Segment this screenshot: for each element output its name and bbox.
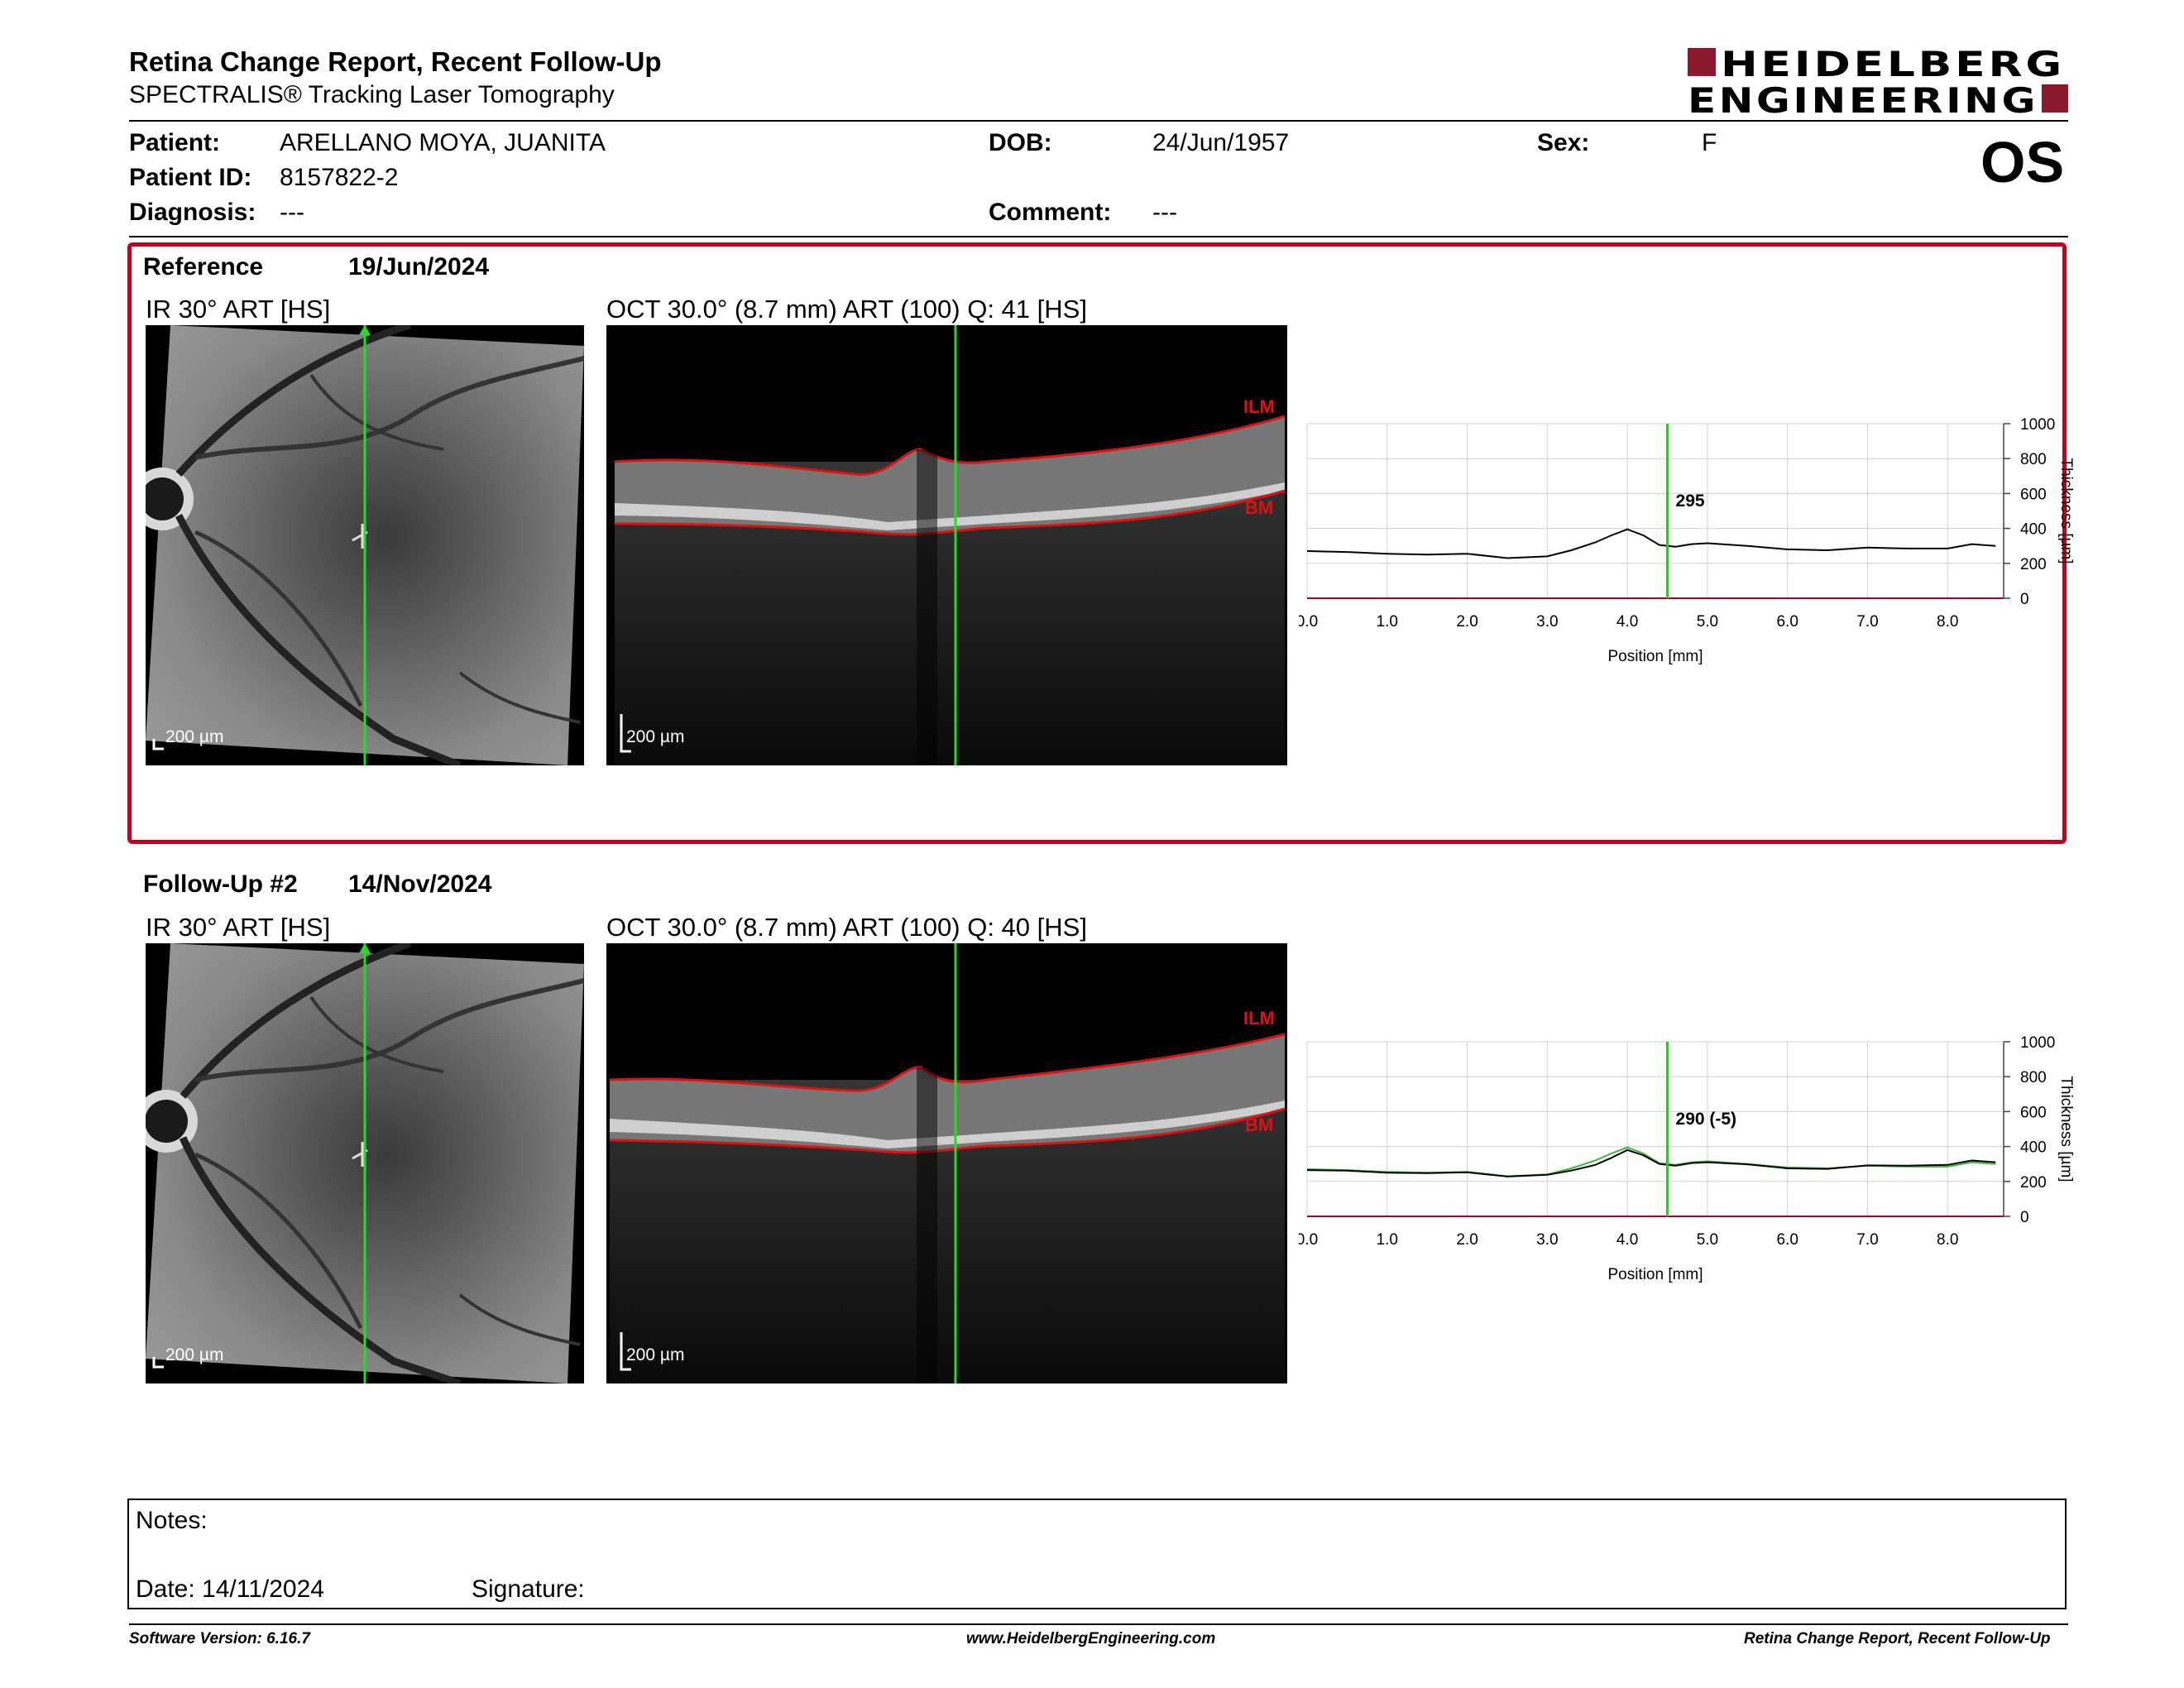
followup-ilm-label: ILM bbox=[1243, 1008, 1275, 1029]
followup-y-tick-label: 200 bbox=[2020, 1174, 2047, 1192]
heidelberg-logo: HEIDELBERG ENGINEERING bbox=[1688, 44, 2068, 121]
followup-x-tick-label: 8.0 bbox=[1937, 1231, 1958, 1249]
followup-y-tick-label: 400 bbox=[2020, 1139, 2047, 1157]
reference-section-frame bbox=[127, 242, 2067, 844]
followup-y-tick-label: 0 bbox=[2020, 1209, 2029, 1226]
followup-date: 14/Nov/2024 bbox=[348, 870, 492, 898]
reference-y-axis-label: Thickness [µm] bbox=[2057, 458, 2075, 563]
reference-x-tick-label: 7.0 bbox=[1856, 613, 1878, 631]
dob-value: 24/Jun/1957 bbox=[1152, 129, 1290, 156]
patient-id-label: Patient ID: bbox=[129, 164, 252, 191]
footer-software-version: Software Version: 6.16.7 bbox=[129, 1630, 310, 1647]
reference-cursor-value-label: 295 bbox=[1676, 492, 1705, 511]
followup-y-tick-label: 600 bbox=[2020, 1104, 2047, 1121]
diagnosis-value: --- bbox=[280, 199, 304, 226]
reference-x-tick-label: 8.0 bbox=[1937, 613, 1958, 631]
reference-oct-title: OCT 30.0° (8.7 mm) ART (100) Q: 41 [HS] bbox=[606, 295, 1087, 324]
footer-report-name: Retina Change Report, Recent Follow-Up bbox=[1744, 1630, 2051, 1647]
reference-thickness-chart-svg: 0 200 400 600 800 1000 0.0 1.0 2.0 3.0 4.0 5.0 6.0 7.… bbox=[1296, 416, 2075, 665]
followup-x-tick-label: 2.0 bbox=[1456, 1231, 1478, 1249]
reference-x-tick-label: 3.0 bbox=[1536, 613, 1558, 631]
followup-x-tick-label: 5.0 bbox=[1697, 1231, 1718, 1249]
reference-x-tick-label: 5.0 bbox=[1697, 613, 1718, 631]
followup-x-tick-label: 6.0 bbox=[1776, 1231, 1798, 1249]
patient-name-label: Patient: bbox=[129, 129, 221, 156]
comment-label: Comment: bbox=[989, 199, 1112, 226]
followup-thickness-chart: 0 200 400 600 800 1000 0.0 1.0 2.0 3.0 4.0 5.0 6.0 7.… bbox=[1296, 1032, 2076, 1305]
reference-y-tick-label: 200 bbox=[2020, 556, 2047, 573]
followup-thickness-chart-svg: 0 200 400 600 800 1000 0.0 1.0 2.0 3.0 4.0 5.0 6.0 7.… bbox=[1296, 1034, 2075, 1283]
reference-x-tick-label: 4.0 bbox=[1616, 613, 1638, 631]
followup-x-tick-label: 3.0 bbox=[1536, 1231, 1558, 1249]
signature-label: Signature: bbox=[472, 1575, 585, 1603]
reference-ir-fundus-image: 200 µm bbox=[146, 325, 584, 765]
svg-text:ENGINEERING: ENGINEERING bbox=[1688, 80, 2038, 117]
followup-x-tick-label: 1.0 bbox=[1377, 1231, 1398, 1249]
notes-date: Date: 14/11/2024 bbox=[136, 1575, 324, 1603]
patient-id: 8157822-2 bbox=[280, 164, 399, 191]
reference-y-tick-label: 400 bbox=[2020, 521, 2047, 539]
reference-y-tick-label: 1000 bbox=[2020, 416, 2055, 434]
followup-oct-scale-label: 200 µm bbox=[626, 1345, 685, 1364]
reference-oct-scale-label: 200 µm bbox=[626, 727, 685, 746]
dob-label: DOB: bbox=[989, 129, 1052, 156]
reference-x-tick-label: 0.0 bbox=[1299, 613, 1318, 631]
followup-oct-bscan-image: ILM BM 200 µm bbox=[606, 943, 1287, 1383]
sex-label: Sex: bbox=[1537, 129, 1590, 156]
followup-x-tick-label: 0.0 bbox=[1299, 1231, 1318, 1249]
reference-ir-scale-label: 200 µm bbox=[165, 727, 224, 746]
followup-ir-title: IR 30° ART [HS] bbox=[146, 913, 331, 942]
reference-y-tick-label: 0 bbox=[2020, 591, 2029, 608]
reference-ilm-label: ILM bbox=[1243, 396, 1275, 417]
notes-label: Notes: bbox=[136, 1507, 208, 1534]
sex-value: F bbox=[1702, 129, 1717, 156]
footer-website-link[interactable]: www.HeidelbergEngineering.com bbox=[966, 1630, 1216, 1647]
followup-x-tick-label: 4.0 bbox=[1616, 1231, 1638, 1249]
reference-oct-bscan-image: ILM BM 200 µm bbox=[606, 325, 1287, 765]
eye-indicator: OS bbox=[1980, 130, 2065, 194]
reference-label: Reference bbox=[143, 253, 264, 281]
followup-label: Follow-Up #2 bbox=[143, 870, 298, 898]
diagnosis-label: Diagnosis: bbox=[129, 199, 256, 226]
followup-series-line-0 bbox=[1306, 1146, 1996, 1177]
followup-y-tick-label: 800 bbox=[2020, 1069, 2047, 1086]
reference-y-tick-label: 800 bbox=[2020, 451, 2047, 468]
reference-x-axis-label: Position [mm] bbox=[1607, 648, 1703, 665]
reference-x-tick-label: 6.0 bbox=[1776, 613, 1798, 631]
reference-x-tick-label: 2.0 bbox=[1456, 613, 1478, 631]
followup-ir-scale-label: 200 µm bbox=[165, 1345, 224, 1364]
followup-oct-title: OCT 30.0° (8.7 mm) ART (100) Q: 40 [HS] bbox=[606, 913, 1087, 942]
reference-y-tick-label: 600 bbox=[2020, 486, 2047, 503]
svg-text:HEIDELBERG: HEIDELBERG bbox=[1721, 45, 2065, 84]
followup-cursor-value-label: 290 (-5) bbox=[1676, 1110, 1737, 1129]
followup-y-tick-label: 1000 bbox=[2020, 1034, 2055, 1052]
reference-thickness-chart: 0 200 400 600 800 1000 0.0 1.0 2.0 3.0 4.0 5.0 6.0 7.… bbox=[1296, 414, 2076, 687]
followup-series-line-1 bbox=[1306, 1149, 1996, 1177]
notes-box[interactable]: Notes: Date: 14/11/2024 Signature: bbox=[127, 1499, 2067, 1609]
followup-x-tick-label: 7.0 bbox=[1856, 1231, 1878, 1249]
report-title: Retina Change Report, Recent Follow-Up bbox=[129, 46, 662, 77]
followup-bm-label: BM bbox=[1245, 1115, 1274, 1135]
reference-x-tick-label: 1.0 bbox=[1377, 613, 1398, 631]
followup-ir-fundus-image: 200 µm bbox=[146, 943, 584, 1383]
comment-value: --- bbox=[1152, 199, 1177, 226]
report-subtitle: SPECTRALIS® Tracking Laser Tomography bbox=[129, 81, 615, 108]
reference-bm-label: BM bbox=[1245, 497, 1274, 518]
followup-y-axis-label: Thickness [µm] bbox=[2057, 1076, 2075, 1182]
reference-ir-title: IR 30° ART [HS] bbox=[146, 295, 331, 324]
reference-series-line-0 bbox=[1306, 528, 1996, 559]
followup-x-axis-label: Position [mm] bbox=[1607, 1266, 1703, 1283]
reference-date: 19/Jun/2024 bbox=[348, 253, 490, 281]
patient-name: ARELLANO MOYA, JUANITA bbox=[280, 129, 606, 156]
